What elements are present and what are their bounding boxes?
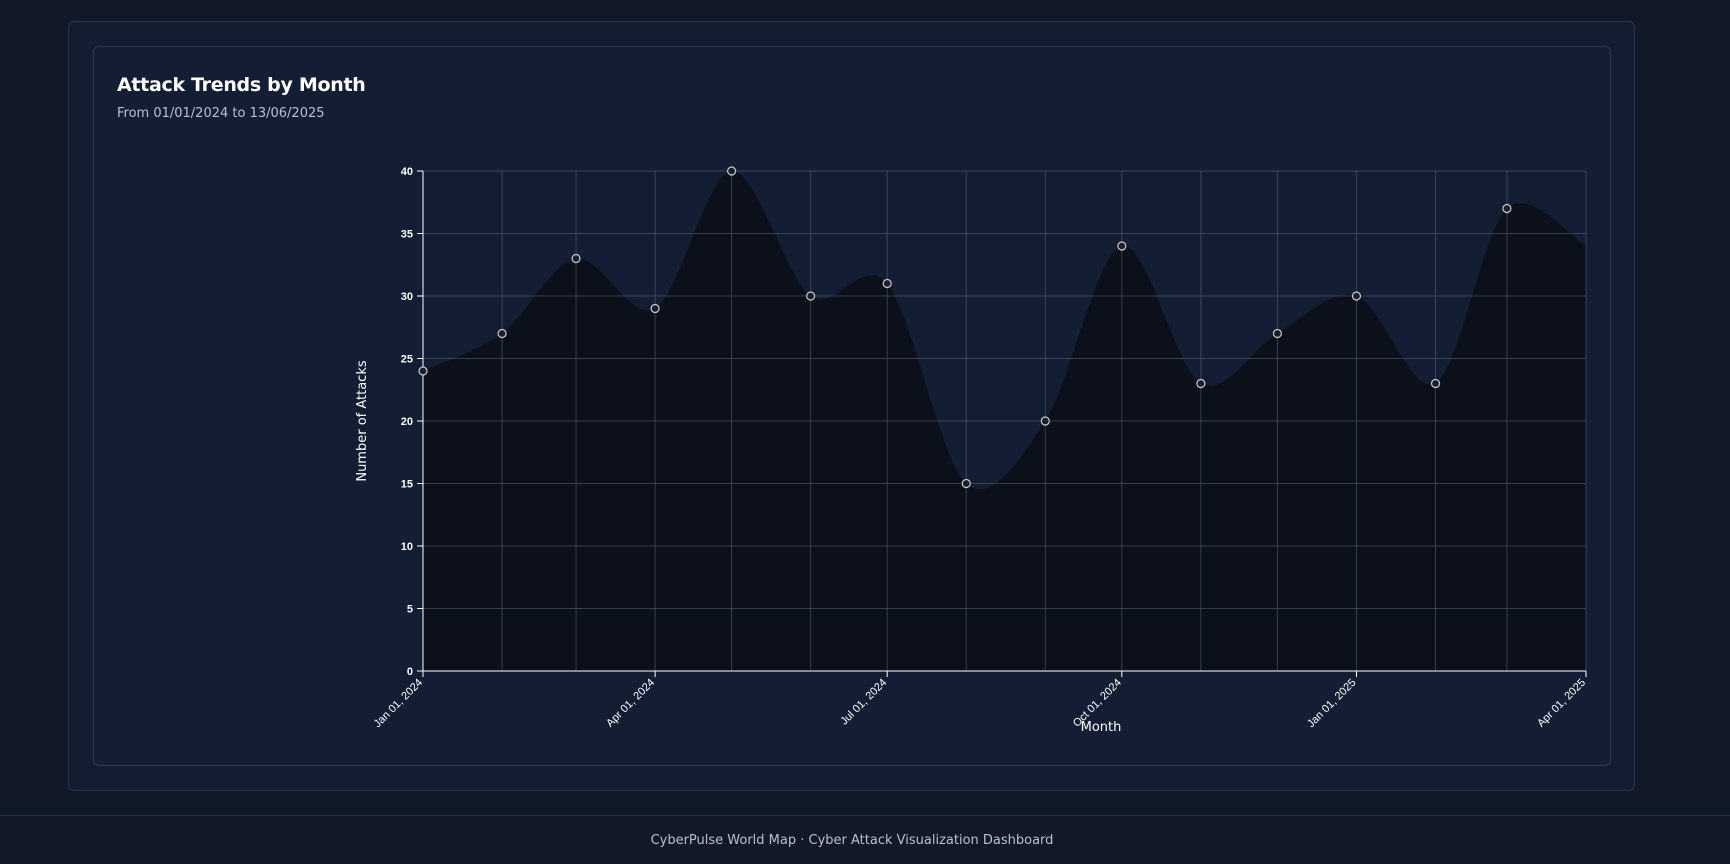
chart-title: Attack Trends by Month <box>117 74 366 96</box>
data-point <box>806 291 816 301</box>
y-tick-label: 15 <box>401 479 413 491</box>
data-point <box>418 366 428 376</box>
y-tick-label: 20 <box>401 416 413 428</box>
x-ticks: Jan 01, 2024 Apr 01, 2024 Jul 01, 2024 Oct … <box>372 671 1588 730</box>
data-point <box>727 166 737 176</box>
data-point <box>1351 291 1362 301</box>
x-tick-label: Apr 01, 2025 <box>1535 677 1588 730</box>
data-point <box>1430 378 1441 389</box>
y-tick-label: 25 <box>401 354 413 366</box>
chart-subtitle: From 01/01/2024 to 13/06/2025 <box>117 106 325 121</box>
data-point <box>1272 328 1282 339</box>
x-gridlines <box>501 171 1587 671</box>
x-axis-title: Month <box>1081 720 1122 735</box>
y-tick-label: 30 <box>401 291 413 303</box>
data-point <box>571 253 581 264</box>
y-tick-label: 5 <box>407 604 413 616</box>
y-tick-label: 40 <box>401 166 413 178</box>
data-point <box>1040 416 1050 426</box>
x-tick-label: Jul 01, 2024 <box>838 677 889 728</box>
y-tick-label: 10 <box>401 541 413 553</box>
footer-text: CyberPulse World Map · Cyber Attack Visu… <box>650 833 1054 848</box>
data-points <box>418 166 1512 489</box>
data-point <box>882 278 892 289</box>
footer: CyberPulse World Map · Cyber Attack Visu… <box>0 815 1730 864</box>
data-point <box>650 303 660 314</box>
x-tick-label: Jan 01, 2025 <box>1305 677 1358 730</box>
data-point <box>1502 203 1512 214</box>
data-point <box>1196 378 1206 389</box>
y-axis-title: Number of Attacks <box>355 360 370 482</box>
data-point <box>1117 241 1127 251</box>
y-tick-label: 0 <box>407 666 413 678</box>
y-gridlines: 0 5 10 15 20 25 30 35 40 <box>401 166 1586 678</box>
data-point <box>961 478 971 489</box>
y-tick-label: 35 <box>401 229 413 241</box>
data-point <box>497 328 507 339</box>
x-tick-label: Jan 01, 2024 <box>372 677 425 730</box>
x-tick-label: Apr 01, 2024 <box>604 677 657 730</box>
